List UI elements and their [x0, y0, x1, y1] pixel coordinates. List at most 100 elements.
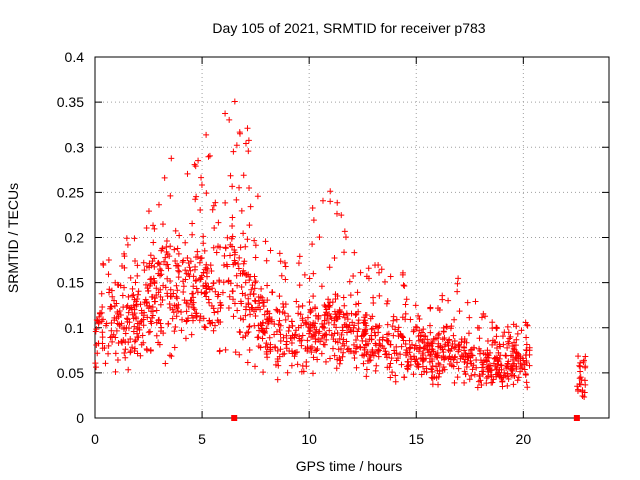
data-point [581, 389, 588, 396]
data-point [125, 293, 132, 300]
data-point [263, 351, 270, 358]
data-point [210, 327, 217, 334]
data-point [475, 378, 482, 385]
data-point [167, 192, 174, 199]
data-point [392, 326, 399, 333]
data-point [518, 365, 525, 372]
data-point [312, 305, 319, 312]
data-point [311, 324, 318, 331]
data-point [332, 338, 339, 345]
data-point [361, 314, 368, 321]
data-point [191, 161, 198, 168]
data-point [112, 334, 119, 341]
data-point [200, 315, 207, 322]
data-point [159, 245, 166, 252]
data-point [513, 336, 520, 343]
data-point [259, 294, 266, 301]
data-point [231, 251, 238, 258]
data-point [173, 303, 180, 310]
data-point [198, 181, 205, 188]
data-point [346, 278, 353, 285]
data-point [379, 334, 386, 341]
data-point [577, 381, 584, 388]
data-point [421, 368, 428, 375]
data-point [312, 338, 319, 345]
data-point [293, 327, 300, 334]
data-point [237, 298, 244, 305]
data-point [323, 309, 330, 316]
data-point [184, 255, 191, 262]
data-point [111, 317, 118, 324]
data-point [204, 265, 211, 272]
data-point [342, 321, 349, 328]
data-point [193, 285, 200, 292]
data-point [517, 368, 524, 375]
data-point [370, 300, 377, 307]
data-point [465, 354, 472, 361]
data-point [429, 358, 436, 365]
data-point [161, 258, 168, 265]
data-point [155, 289, 162, 296]
data-point [398, 361, 405, 368]
data-point [576, 362, 583, 369]
data-point [198, 255, 205, 262]
data-point [271, 331, 278, 338]
data-point [343, 329, 350, 336]
data-point [334, 293, 341, 300]
data-point [111, 297, 118, 304]
data-point [263, 325, 270, 332]
data-point [259, 335, 266, 342]
data-point [198, 274, 205, 281]
data-point [214, 293, 221, 300]
data-point [251, 363, 258, 370]
data-point [359, 352, 366, 359]
data-point [134, 320, 141, 327]
data-point [428, 366, 435, 373]
data-point [162, 254, 169, 261]
data-point [124, 318, 131, 325]
data-point [327, 198, 334, 205]
data-point [309, 241, 316, 248]
data-point [151, 263, 158, 270]
data-point [240, 172, 247, 179]
data-point [145, 288, 152, 295]
data-point [261, 311, 268, 318]
data-point [134, 350, 141, 357]
data-point [426, 322, 433, 329]
data-point [447, 348, 454, 355]
data-point [127, 274, 134, 281]
data-point [112, 350, 119, 357]
data-point [494, 324, 501, 331]
data-point [436, 306, 443, 313]
data-point [416, 344, 423, 351]
data-point [434, 334, 441, 341]
data-point [210, 202, 217, 209]
data-point [331, 255, 338, 262]
data-point [402, 310, 409, 317]
data-point [322, 358, 329, 365]
data-point [419, 357, 426, 364]
data-point [456, 308, 463, 315]
data-point [173, 293, 180, 300]
data-point [523, 379, 530, 386]
data-point [169, 315, 176, 322]
data-point [435, 340, 442, 347]
data-point [129, 311, 136, 318]
data-point [504, 323, 511, 330]
data-point [197, 313, 204, 320]
data-point [391, 347, 398, 354]
data-point [183, 308, 190, 315]
data-point [355, 308, 362, 315]
data-point [150, 275, 157, 282]
data-point [175, 250, 182, 257]
data-point [351, 249, 358, 256]
data-point [339, 353, 346, 360]
data-point [96, 313, 103, 320]
data-point [157, 293, 164, 300]
data-point [147, 280, 154, 287]
data-point [202, 280, 209, 287]
data-point [334, 329, 341, 336]
data-point [310, 354, 317, 361]
data-point [410, 371, 417, 378]
data-point [129, 285, 136, 292]
